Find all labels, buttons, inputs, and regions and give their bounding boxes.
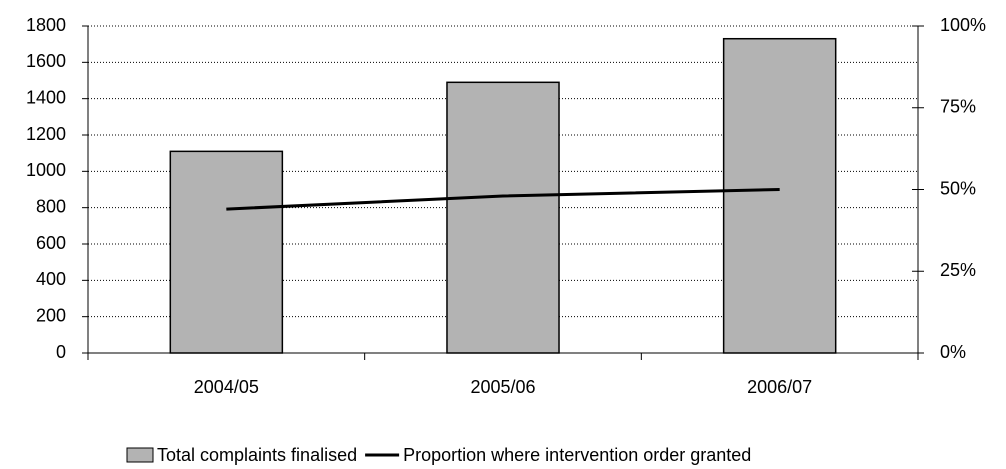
- y-tick-label: 0: [56, 342, 66, 362]
- y-tick-label: 1400: [26, 87, 66, 107]
- x-tick-label: 2006/07: [747, 377, 812, 397]
- x-tick-label: 2005/06: [470, 377, 535, 397]
- bar: [446, 81, 560, 354]
- y-tick-label: 1800: [26, 15, 66, 35]
- y2-tick-label: 0%: [940, 342, 966, 362]
- y2-tick-label: 25%: [940, 260, 976, 280]
- bar: [169, 150, 284, 354]
- line-series: [226, 188, 780, 211]
- y-tick-label: 600: [36, 233, 66, 253]
- y-tick-label: 200: [36, 305, 66, 325]
- y-tick-label: 1200: [26, 124, 66, 144]
- legend-label: Total complaints finalised: [157, 445, 357, 465]
- x-tick-label: 2004/05: [194, 377, 259, 397]
- y2-tick-label: 50%: [940, 178, 976, 198]
- legend-label: Proportion where intervention order gran…: [403, 445, 751, 465]
- y-tick-label: 1000: [26, 160, 66, 180]
- y2-tick-label: 75%: [940, 97, 976, 117]
- y-tick-label: 1600: [26, 51, 66, 71]
- bar: [722, 37, 837, 354]
- y-tick-label: 400: [36, 269, 66, 289]
- y2-tick-label: 100%: [940, 15, 986, 35]
- y-tick-label: 800: [36, 196, 66, 216]
- legend-swatch: [126, 447, 154, 463]
